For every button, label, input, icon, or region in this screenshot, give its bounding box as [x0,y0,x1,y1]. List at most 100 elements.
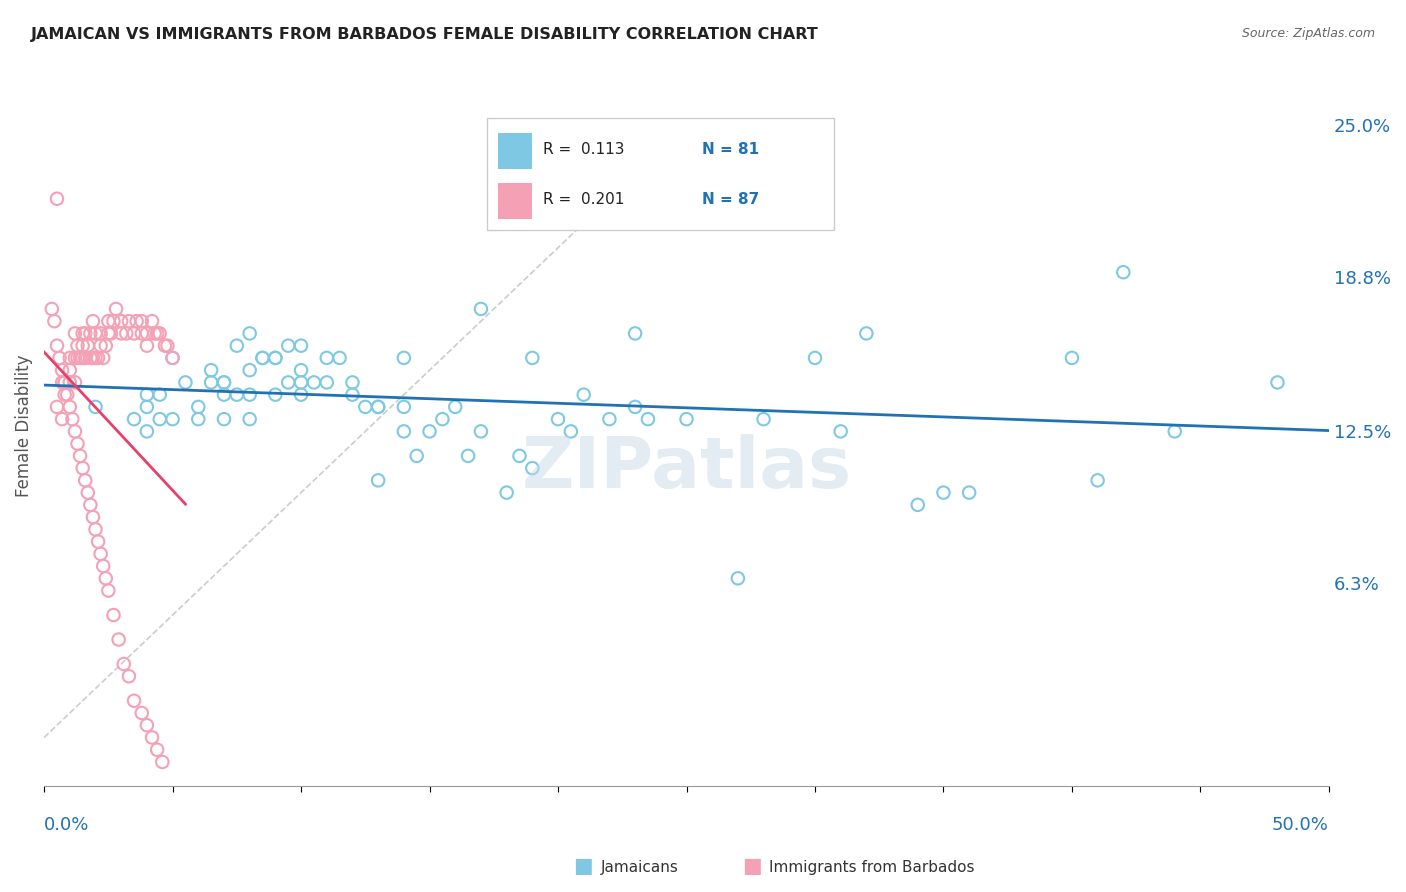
Point [1267,376,1289,390]
Point [174,376,197,390]
Point [146,743,169,757]
Point [522,351,544,365]
Point [112,657,135,671]
Point [264,351,287,365]
Point [72,326,94,341]
Point [1112,265,1135,279]
Text: 0.0%: 0.0% [44,816,90,834]
Point [46,192,69,206]
Point [135,339,157,353]
Point [51,363,73,377]
Point [75,474,97,488]
Text: ■: ■ [742,856,762,876]
Point [290,363,312,377]
Point [135,326,157,341]
Point [103,314,125,328]
Point [624,326,647,341]
Point [63,376,86,390]
Point [675,412,697,426]
Text: ■: ■ [574,856,593,876]
Point [1164,425,1187,439]
Point [122,412,145,426]
Point [637,412,659,426]
Point [110,314,132,328]
Point [239,412,262,426]
Point [239,326,262,341]
Point [727,571,749,585]
Point [508,449,530,463]
Point [290,339,312,353]
Point [290,376,312,390]
Point [212,376,235,390]
Text: Jamaicans: Jamaicans [600,861,678,875]
Point [53,387,76,401]
Point [59,351,82,365]
Point [419,425,441,439]
Point [122,694,145,708]
Point [76,485,98,500]
Point [277,339,299,353]
Point [315,376,337,390]
Text: 50.0%: 50.0% [1272,816,1329,834]
Point [118,669,141,683]
Point [91,559,114,574]
Point [84,400,107,414]
Point [135,387,157,401]
Y-axis label: Female Disability: Female Disability [15,354,32,497]
Point [141,731,163,745]
Point [63,326,86,341]
Point [367,400,389,414]
Point [122,326,145,341]
Point [69,449,91,463]
Point [187,412,209,426]
Point [53,376,76,390]
Point [79,498,101,512]
Point [624,400,647,414]
Point [342,376,364,390]
Point [957,485,980,500]
Point [135,400,157,414]
Text: JAMAICAN VS IMMIGRANTS FROM BARBADOS FEMALE DISABILITY CORRELATION CHART: JAMAICAN VS IMMIGRANTS FROM BARBADOS FEM… [31,27,818,42]
Point [392,351,415,365]
Point [103,608,125,623]
Point [69,351,91,365]
Point [46,400,69,414]
Point [405,449,427,463]
Point [547,412,569,426]
Point [87,534,110,549]
Point [72,339,94,353]
Point [156,339,179,353]
Point [84,522,107,536]
Point [470,301,492,316]
Point [125,314,148,328]
Point [804,351,827,365]
Point [44,314,66,328]
Point [131,706,153,720]
Point [107,632,129,647]
Point [162,351,184,365]
Point [75,326,97,341]
Point [907,498,929,512]
Point [110,326,132,341]
Point [225,339,247,353]
Point [82,314,104,328]
Point [63,351,86,365]
Point [212,387,235,401]
Point [495,485,517,500]
Point [143,326,166,341]
Point [51,376,73,390]
Point [94,339,117,353]
Point [444,400,467,414]
Point [90,547,112,561]
Point [97,583,120,598]
Point [75,351,97,365]
Point [59,400,82,414]
Point [239,387,262,401]
Point [131,314,153,328]
Point [277,376,299,390]
Point [53,376,76,390]
Point [342,387,364,401]
Point [252,351,274,365]
Point [66,339,89,353]
Point [495,216,517,230]
